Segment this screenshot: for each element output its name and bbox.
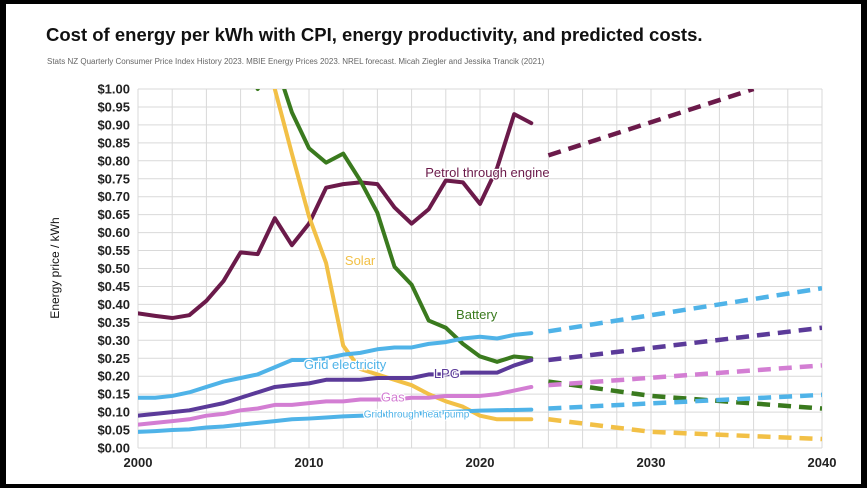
forecast-line-gas <box>548 363 822 388</box>
forecast-line-solar <box>548 417 822 442</box>
y-tick-label: $1.00 <box>97 82 130 97</box>
series-line-solar <box>272 89 534 422</box>
series-label-gas: Gas <box>381 389 405 404</box>
x-tick-label: 2010 <box>295 455 324 470</box>
y-axis-label: Energy price / kWh <box>48 217 62 318</box>
y-tick-label: $0.30 <box>97 333 130 348</box>
x-tick-label: 2030 <box>637 455 666 470</box>
forecast-line-lpg <box>548 325 822 363</box>
x-tick-labels: 2000 2010 2020 2030 2040 <box>124 455 837 470</box>
series-line-petrol-through-engine <box>138 112 534 321</box>
y-tick-label: $0.55 <box>97 243 130 258</box>
series-label-grid-electricity: Grid electricity <box>304 357 387 372</box>
y-tick-label: $0.10 <box>97 405 130 420</box>
y-tick-labels: $0.00 $0.05 $0.10 $0.15 $0.20 $0.25 $0.30 $0.35… <box>97 82 130 456</box>
series-labels: Petrol through engine Battery Solar Grid el… <box>303 164 551 422</box>
series-line-grid-electricity <box>138 331 534 400</box>
y-tick-label: $0.25 <box>97 351 130 366</box>
y-tick-label: $0.35 <box>97 315 130 330</box>
y-tick-label: $0.20 <box>97 369 130 384</box>
y-tick-label: $0.95 <box>97 99 130 114</box>
series-line-grid-through-heat-pump <box>138 407 534 434</box>
x-tick-label: 2020 <box>466 455 495 470</box>
y-tick-label: $0.60 <box>97 225 130 240</box>
chart-frame: Cost of energy per kWh with CPI, energy … <box>6 4 861 484</box>
grid <box>137 88 823 449</box>
series-label-grid-through-heat-pump: Grid through heat pump <box>364 409 470 420</box>
y-tick-label: $0.40 <box>97 297 130 312</box>
series-lines <box>138 89 822 442</box>
y-tick-label: $0.65 <box>97 207 130 222</box>
series-line-battery <box>255 89 534 364</box>
series-label-battery: Battery <box>456 307 498 322</box>
y-tick-label: $0.85 <box>97 135 130 150</box>
x-tick-label: 2000 <box>124 455 153 470</box>
y-tick-label: $0.45 <box>97 279 130 294</box>
forecast-line-petrol-through-engine <box>547 89 755 158</box>
chart-subtitle: Stats NZ Quarterly Consumer Price Index … <box>47 57 545 66</box>
series-label-lpg: LPG <box>434 366 460 381</box>
y-tick-label: $0.00 <box>97 441 130 456</box>
y-tick-label: $0.75 <box>97 171 130 186</box>
y-tick-label: $0.15 <box>97 387 130 402</box>
y-tick-label: $0.50 <box>97 261 130 276</box>
series-line-gas <box>138 384 534 427</box>
y-tick-label: $0.05 <box>97 423 130 438</box>
series-label-petrol-through-engine: Petrol through engine <box>425 165 549 180</box>
forecast-line-grid-electricity <box>548 286 822 334</box>
x-tick-label: 2040 <box>808 455 837 470</box>
forecast-line-battery <box>548 379 822 411</box>
y-tick-label: $0.90 <box>97 117 130 132</box>
y-tick-label: $0.70 <box>97 189 130 204</box>
y-tick-label: $0.80 <box>97 153 130 168</box>
series-label-solar: Solar <box>345 253 376 268</box>
chart-title: Cost of energy per kWh with CPI, energy … <box>46 24 703 45</box>
forecast-line-grid-through-heat-pump <box>548 392 822 411</box>
series-line-lpg <box>138 358 534 418</box>
